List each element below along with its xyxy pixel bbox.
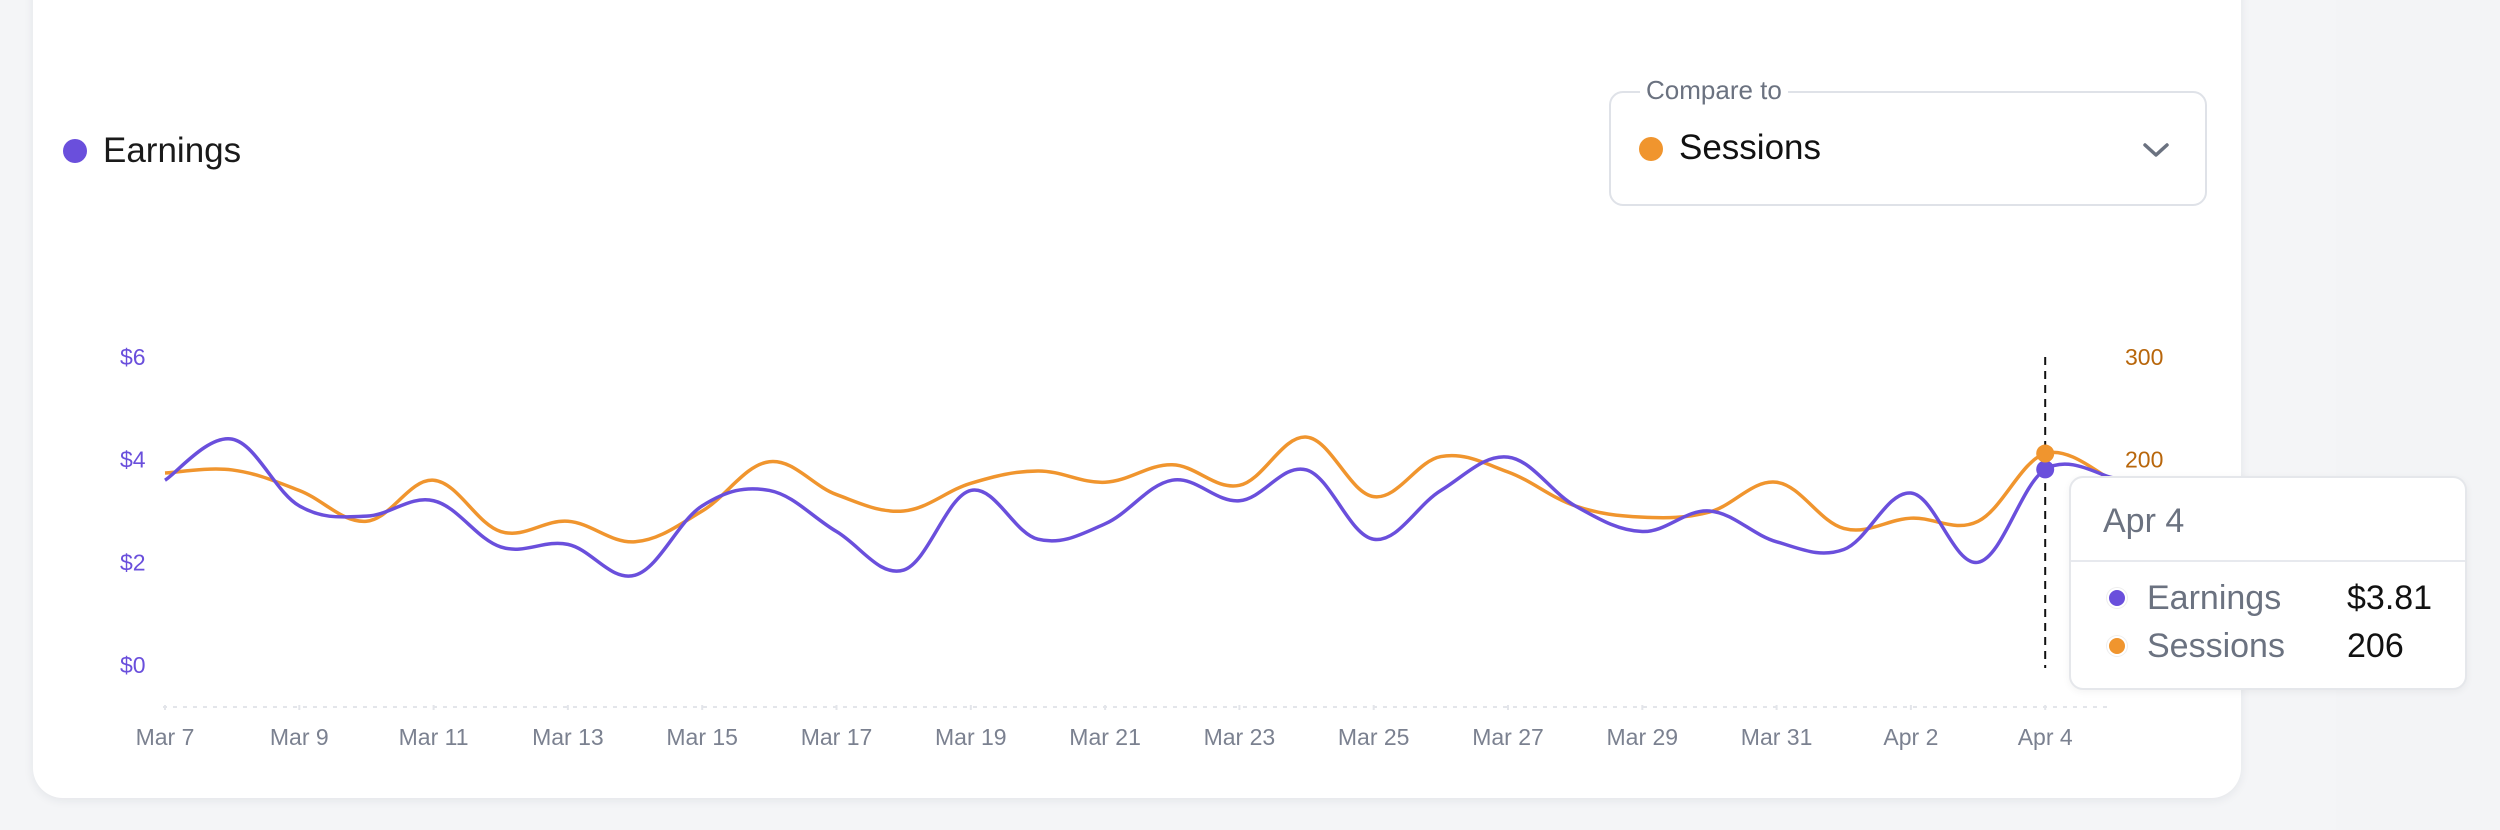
sessions-series-line xyxy=(164,435,2114,544)
compare-selected-value: Sessions xyxy=(1679,128,1822,167)
earnings-legend-dot xyxy=(63,139,87,163)
x-tick-label: Mar 27 xyxy=(1472,724,1544,750)
chart-legend: Earnings xyxy=(63,131,241,171)
tooltip-date: Apr 4 xyxy=(2103,502,2185,540)
x-tick-label: Mar 19 xyxy=(935,724,1007,750)
tooltip-earnings-value: $3.81 xyxy=(2347,578,2433,617)
x-tick-label: Mar 25 xyxy=(1338,724,1410,750)
tooltip-sessions-value: 206 xyxy=(2347,626,2404,665)
earnings-hover-point xyxy=(2036,460,2055,479)
x-tick-label: Mar 31 xyxy=(1741,724,1813,750)
y-left-tick-label: $4 xyxy=(120,447,146,473)
chart-card xyxy=(33,0,2241,798)
x-tick-label: Mar 21 xyxy=(1069,724,1141,750)
x-tick-label: Mar 17 xyxy=(801,724,873,750)
x-tick-label: Mar 29 xyxy=(1607,724,1679,750)
tooltip-row-earnings: Earnings $3.81 xyxy=(2107,576,2441,620)
y-left-tick-label: $0 xyxy=(120,652,146,678)
tooltip-sessions-dot xyxy=(2107,636,2127,656)
x-tick-label: Mar 13 xyxy=(532,724,604,750)
y-right-tick-label: 300 xyxy=(2125,344,2163,370)
x-tick-label: Apr 4 xyxy=(2018,724,2073,750)
y-left-tick-label: $6 xyxy=(120,344,146,370)
tooltip-divider xyxy=(2071,560,2465,562)
page-margin xyxy=(2336,0,2500,830)
chevron-down-icon[interactable] xyxy=(2141,135,2171,165)
x-tick-label: Apr 2 xyxy=(1883,724,1938,750)
compare-to-select[interactable]: Compare to Sessions xyxy=(1609,75,2207,206)
sessions-color-dot xyxy=(1639,137,1663,161)
earnings-series-line xyxy=(163,437,2113,578)
tooltip-earnings-label: Earnings xyxy=(2147,578,2282,617)
sessions-hover-point xyxy=(2036,444,2055,463)
x-tick-label: Mar 7 xyxy=(136,724,195,750)
y-right-tick-label: 200 xyxy=(2125,447,2163,473)
tooltip-earnings-dot xyxy=(2107,588,2127,608)
x-tick-label: Mar 23 xyxy=(1204,724,1276,750)
y-left-tick-label: $2 xyxy=(120,549,146,575)
tooltip-row-sessions: Sessions 206 xyxy=(2107,624,2441,668)
x-tick-label: Mar 11 xyxy=(399,724,469,750)
tooltip-sessions-label: Sessions xyxy=(2147,626,2285,665)
x-tick-label: Mar 15 xyxy=(666,724,738,750)
compare-to-caption: Compare to xyxy=(1640,75,1788,106)
chart-tooltip: Apr 4 Earnings $3.81 Sessions 206 xyxy=(2069,476,2467,690)
earnings-legend-label: Earnings xyxy=(103,131,242,170)
x-tick-label: Mar 9 xyxy=(270,724,329,750)
